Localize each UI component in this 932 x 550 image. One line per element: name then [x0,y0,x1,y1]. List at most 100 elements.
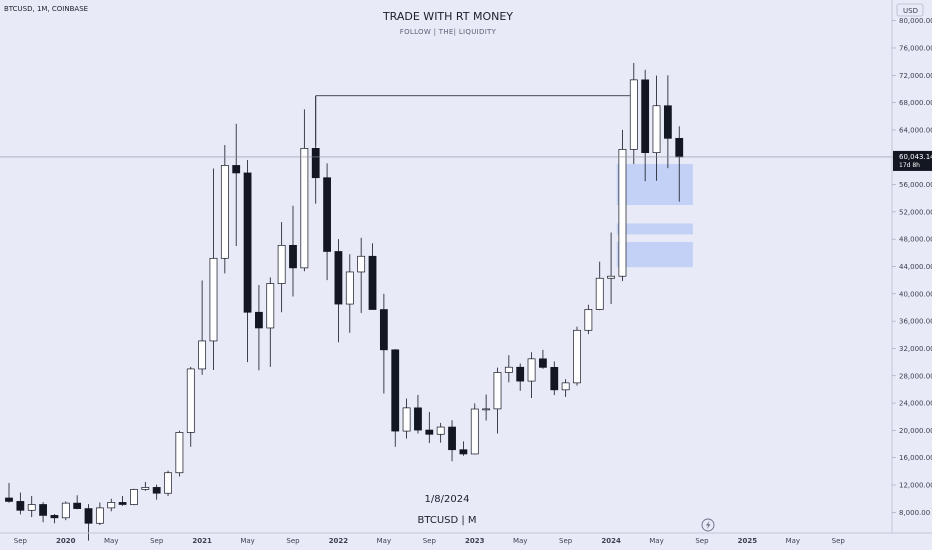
liquidity-zone [616,164,693,206]
candle[interactable] [414,394,422,434]
price-tick-label: 80,000.00 [899,17,932,25]
candle[interactable] [27,495,36,518]
candle[interactable] [493,367,502,434]
candle[interactable] [220,144,229,274]
candle[interactable] [16,492,25,515]
candle[interactable] [50,514,59,524]
candle[interactable] [573,326,581,386]
candle-body [641,79,650,154]
price-tick-label: 40,000.00 [899,290,932,298]
candle[interactable] [232,123,241,247]
candle[interactable] [95,502,104,525]
candle-body [482,408,491,411]
candle[interactable] [504,355,513,383]
candle[interactable] [516,363,525,391]
candle[interactable] [618,129,627,281]
candle[interactable] [243,159,252,363]
candle[interactable] [73,495,82,510]
candle[interactable] [5,482,13,503]
candle-body [152,487,161,494]
candle[interactable] [266,277,275,367]
candle[interactable] [198,280,207,375]
candle[interactable] [584,304,593,335]
candle[interactable] [482,394,491,421]
currency-label[interactable]: USD [903,7,918,15]
candle[interactable] [425,411,434,444]
candle-body [61,502,70,519]
candle[interactable] [164,470,172,496]
price-tick-label: 32,000.00 [899,345,932,353]
candle[interactable] [255,284,263,371]
candle[interactable] [357,237,366,313]
candle[interactable] [311,95,320,204]
time-axis[interactable]: Sep 2020 May Sep 2021 May Sep 2022 May Sep 2023 May… [14,537,846,545]
candle[interactable] [61,501,70,521]
candle[interactable] [39,502,47,523]
candle-body [675,137,684,158]
lightning-icon[interactable] [701,518,715,532]
candle[interactable] [470,403,479,455]
current-price-value: 60,043.14 [899,153,932,161]
candle[interactable] [277,222,286,313]
candle[interactable] [334,239,343,343]
candle-body [334,251,343,305]
chart-subtitle: FOLLOW | THE| LIQUIDITY [400,28,497,36]
candle[interactable] [84,504,93,541]
candle[interactable] [550,361,559,396]
candle[interactable] [118,495,127,506]
candle-body [414,407,422,431]
candle-body [527,358,536,382]
candle-body [277,244,286,284]
candle[interactable] [607,232,615,305]
candle[interactable] [300,109,309,272]
candle-body [618,149,627,277]
price-tick-label: 12,000.00 [899,482,932,490]
candle-body [39,504,47,516]
candle[interactable] [323,163,331,281]
candle-body [493,372,502,410]
candle[interactable] [130,488,138,506]
candle[interactable] [391,349,400,447]
price-axis[interactable]: 8,000.00 12,000.00 16,000.00 20,000.00 24,00… [892,17,932,517]
candle[interactable] [561,379,570,397]
candle[interactable] [289,205,297,297]
candle[interactable] [186,366,195,447]
candle[interactable] [527,352,536,398]
time-tick-label: May [240,537,254,545]
candle-body [118,502,127,505]
candle-body [539,358,547,368]
candle-body [311,148,320,179]
candle[interactable] [539,349,547,369]
candle-body [243,172,252,313]
candle[interactable] [652,75,661,181]
candles[interactable] [5,62,684,541]
currency-button[interactable]: USD [896,3,924,17]
candle[interactable] [209,168,218,370]
candle[interactable] [368,243,377,310]
candle[interactable] [595,261,604,311]
candle-body [470,408,479,455]
candle[interactable] [459,441,468,456]
candle[interactable] [448,420,456,462]
time-tick-label: 2021 [192,537,212,545]
price-tick-label: 64,000.00 [899,126,932,134]
candle-body [220,165,229,259]
candle[interactable] [629,62,638,165]
candle-body [368,255,377,310]
time-tick-label: Sep [695,537,709,545]
candle[interactable] [379,293,388,394]
candle[interactable] [141,481,150,491]
candle-body [198,340,207,370]
candle-body [436,426,445,435]
candle[interactable] [175,430,184,477]
candle[interactable] [436,422,445,443]
candle-body [561,382,570,391]
candle[interactable] [152,484,161,500]
price-tick-label: 44,000.00 [899,263,932,271]
candle[interactable] [402,398,411,439]
candle[interactable] [345,254,354,333]
candle[interactable] [641,69,650,182]
candle[interactable] [107,498,116,512]
candle[interactable] [663,75,672,169]
